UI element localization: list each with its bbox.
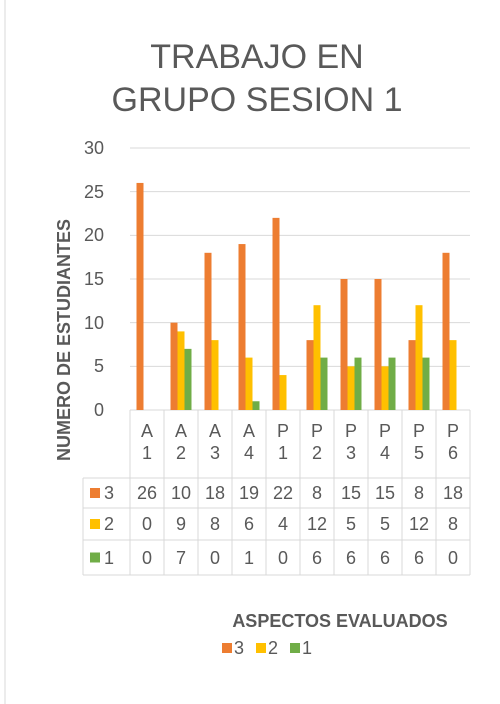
table-value: 8 (311, 483, 322, 503)
x-tick-label: P 1 (276, 421, 289, 463)
bar (449, 340, 457, 410)
table-value: 18 (442, 483, 464, 503)
legend-label: 1 (302, 638, 313, 658)
legend-key (90, 488, 100, 498)
bar (340, 279, 348, 410)
bar (272, 217, 280, 410)
axis-title: ASPECTOS EVALUADOS (232, 611, 448, 631)
bar (204, 252, 212, 410)
table-value: 7 (175, 547, 186, 568)
table-value: 8 (413, 483, 424, 503)
table-value: 9 (175, 514, 186, 534)
legend-label: 3 (234, 638, 245, 658)
table-value: 6 (345, 547, 356, 568)
bar (238, 244, 246, 410)
table-value: 1 (243, 547, 254, 568)
table-value: 8 (447, 514, 458, 534)
bar (415, 305, 423, 410)
y-tick-label: 20 (83, 225, 104, 246)
table-value: 12 (306, 514, 328, 534)
table-value: 8 (209, 514, 220, 534)
bar (347, 366, 355, 410)
bar (170, 322, 178, 410)
series-label: 2 (104, 514, 115, 534)
table-value: 15 (374, 483, 396, 503)
table-value: 6 (413, 547, 424, 568)
x-tick-label: P 6 (446, 421, 459, 463)
bar (422, 357, 430, 410)
axis-title: NUMERO DE ESTUDIANTES (54, 219, 74, 462)
x-tick-label: A 4 (242, 421, 255, 463)
table-value: 15 (340, 483, 362, 503)
table-value: 10 (170, 483, 192, 503)
x-tick-label: P 3 (344, 421, 357, 463)
x-tick-label: A 3 (208, 421, 221, 463)
bar (177, 331, 185, 410)
table-value: 22 (272, 483, 294, 503)
chart-title: TRABAJO EN GRUPO SESION 1 (111, 38, 403, 119)
series-label: 3 (104, 483, 115, 503)
table-value: 19 (238, 483, 260, 503)
bar (252, 401, 260, 410)
table-value: 18 (204, 483, 226, 503)
table-value: 12 (408, 514, 430, 534)
bar (279, 375, 287, 410)
x-tick-label: P 4 (378, 421, 391, 463)
bar (374, 279, 382, 410)
bar (245, 357, 253, 410)
legend-label: 2 (268, 638, 279, 658)
table-value: 6 (311, 547, 322, 568)
table-value: 5 (379, 514, 390, 534)
bar (408, 340, 416, 410)
bar (211, 340, 219, 410)
y-tick-label: 10 (83, 312, 104, 333)
legend-key (90, 552, 100, 563)
table-value: 0 (209, 547, 220, 568)
bar (354, 357, 362, 410)
x-tick-label: P 2 (310, 421, 323, 463)
y-tick-label: 5 (93, 356, 104, 377)
bar (381, 366, 389, 410)
table-value: 26 (136, 483, 158, 503)
x-tick-label: A 2 (174, 421, 187, 463)
legend-key (222, 643, 232, 653)
table-value: 0 (277, 547, 288, 568)
bar (136, 182, 144, 410)
bar (306, 340, 314, 410)
y-tick-label: 25 (83, 181, 104, 202)
legend-key (290, 643, 300, 653)
legend-key (256, 643, 266, 653)
table-value: 6 (243, 514, 254, 534)
y-tick-label: 30 (83, 138, 104, 158)
y-tick-label: 15 (83, 269, 104, 289)
x-tick-label: P 5 (412, 421, 425, 463)
legend-key (90, 519, 100, 529)
table-value: 4 (277, 514, 288, 534)
bar (388, 357, 396, 410)
table-value: 0 (447, 547, 458, 568)
y-tick-label: 0 (93, 400, 104, 420)
table-value: 6 (379, 547, 390, 568)
bar (320, 357, 328, 410)
series-label: 1 (104, 547, 115, 568)
bar (442, 252, 450, 410)
x-tick-label: A 1 (140, 421, 153, 463)
table-value: 5 (345, 514, 356, 534)
table-value: 0 (141, 514, 152, 534)
bar (184, 348, 192, 410)
table-value: 0 (141, 547, 152, 568)
bar (313, 305, 321, 410)
